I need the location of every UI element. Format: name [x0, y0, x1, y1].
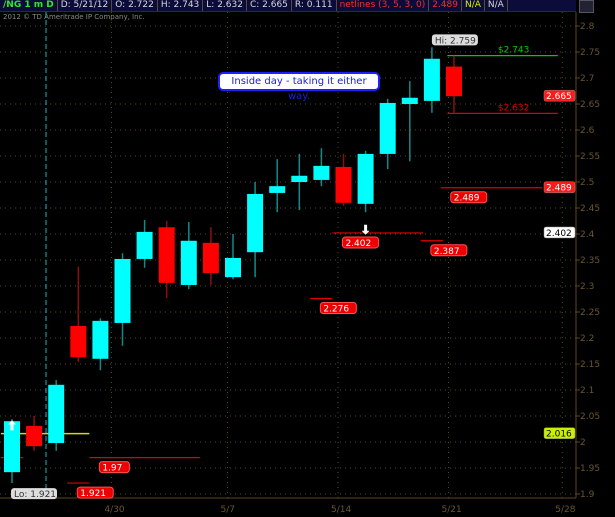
y-tick-label: 2.8	[580, 22, 595, 32]
x-tick-label: 5/28	[555, 505, 575, 515]
hi-label: Hi: 2.759	[435, 36, 476, 46]
y-tick-label: 1.9	[580, 490, 595, 500]
level-badge	[76, 486, 114, 499]
y-tick-label: 2.45	[580, 204, 600, 214]
price-badge	[543, 226, 576, 239]
na-field-2: N/A	[485, 0, 508, 11]
candle-up	[4, 421, 20, 473]
level-label: $2.743	[498, 46, 530, 56]
lo-callout	[11, 488, 57, 500]
candle-down	[335, 166, 352, 203]
x-tick-label: 4/30	[104, 505, 124, 515]
price-badge-label: 2.665	[546, 92, 572, 102]
annotation-note[interactable]: Inside day - taking it either way.	[218, 72, 380, 102]
candle-up	[357, 153, 374, 204]
y-tick-label: 2.5	[580, 178, 594, 188]
y-tick-label: 2.1	[580, 386, 594, 396]
x-tick-label: 5/7	[220, 505, 234, 515]
level-badge	[430, 244, 468, 257]
arrow-up-icon	[8, 420, 16, 431]
level-badge-label: 2.489	[454, 194, 480, 204]
level-badge-label: 2.276	[323, 304, 349, 314]
y-tick-label: 2.6	[580, 126, 595, 136]
copyright: 2012 © TD Ameritrade IP Company, Inc.	[3, 13, 145, 21]
level-badge	[319, 301, 357, 314]
level-badge-label: 1.97	[102, 464, 122, 474]
chart-style-icon[interactable]	[579, 0, 594, 13]
price-badge-label: 2.016	[546, 430, 572, 440]
price-badge	[543, 89, 576, 102]
candle-down	[158, 227, 175, 283]
y-tick-label: 2.05	[580, 412, 600, 422]
level-label: $2.632	[498, 103, 530, 113]
y-tick-label: 2.4	[580, 230, 595, 240]
hi-callout	[431, 34, 478, 46]
y-tick-label: 2.3	[580, 282, 594, 292]
candle-up	[180, 240, 197, 285]
candle-down	[446, 66, 462, 97]
candle-down	[26, 425, 43, 447]
level-badge-label: 1.921	[80, 489, 106, 499]
y-tick-label: 2	[580, 438, 586, 448]
y-tick-label: 2.65	[580, 100, 600, 110]
symbol-label[interactable]: /NG 1 m D	[0, 0, 58, 11]
y-tick-label: 1.95	[580, 464, 600, 474]
level-badge-label: 2.387	[434, 247, 460, 257]
price-badge	[543, 181, 576, 193]
candle-up	[136, 231, 153, 259]
x-tick-label: 5/14	[331, 505, 351, 515]
candle-up	[92, 320, 109, 359]
low-field: L: 2.632	[203, 0, 247, 11]
range-field: R: 0.111	[292, 0, 337, 11]
close-field: C: 2.665	[247, 0, 292, 11]
level-badge	[450, 191, 488, 204]
level-badge-label: 2.402	[345, 239, 371, 249]
y-tick-label: 2.55	[580, 152, 600, 162]
candle-up	[225, 257, 241, 278]
candle-down	[202, 242, 219, 273]
price-badge-label: 2.489	[546, 184, 572, 194]
candle-up	[269, 186, 286, 193]
price-badge	[543, 427, 576, 439]
y-tick-label: 2.35	[580, 256, 600, 266]
y-tick-label: 2.7	[580, 74, 594, 84]
study-label[interactable]: netlines (3, 5, 3, 0)	[337, 0, 430, 11]
level-badge	[341, 236, 379, 249]
level-badge	[98, 461, 130, 474]
candle-up	[401, 97, 418, 104]
quote-header: /NG 1 m D D: 5/21/12 O: 2.722 H: 2.743 L…	[0, 0, 576, 12]
candle-up	[114, 258, 131, 323]
candle-up	[313, 165, 330, 180]
date-field: D: 5/21/12	[58, 0, 113, 11]
candle-up	[247, 193, 264, 253]
study-value: 2.489	[429, 0, 462, 11]
na-field-1: N/A	[462, 0, 485, 11]
open-field: O: 2.722	[112, 0, 158, 11]
y-tick-label: 2.2	[580, 334, 594, 344]
arrow-down-icon	[361, 224, 370, 235]
candle-up	[423, 58, 440, 101]
y-tick-label: 2.25	[580, 308, 600, 318]
lo-label: Lo: 1.921	[14, 490, 56, 500]
candle-up	[379, 102, 396, 154]
y-tick-label: 2.75	[580, 48, 600, 58]
price-badge-label: 2.402	[546, 229, 572, 239]
candle-up	[48, 384, 65, 444]
candle-down	[70, 326, 87, 358]
x-tick-label: 5/21	[441, 505, 461, 515]
y-tick-label: 2.15	[580, 360, 600, 370]
candle-up	[291, 175, 308, 182]
high-field: H: 2.743	[158, 0, 204, 11]
